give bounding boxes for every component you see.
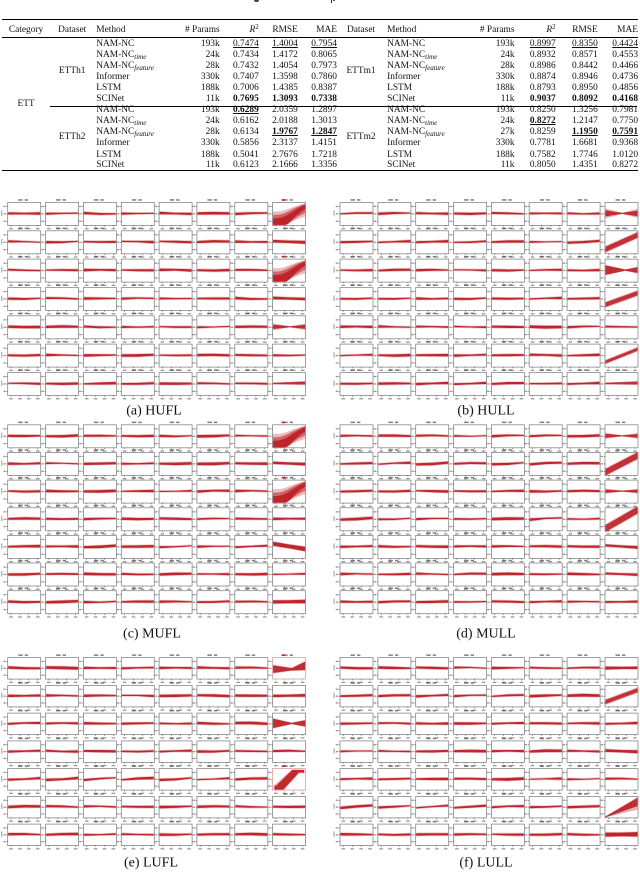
svg-text:(b) HULL: (b) HULL [457,404,514,419]
svg-text:(c) MUFL: (c) MUFL [123,627,181,642]
svg-text:(a) HUFL: (a) HUFL [126,404,182,419]
svg-text:(e) LUFL: (e) LUFL [124,856,178,871]
svg-text:(f) LULL: (f) LULL [459,856,512,871]
svg-text:(d) MULL: (d) MULL [456,627,516,642]
